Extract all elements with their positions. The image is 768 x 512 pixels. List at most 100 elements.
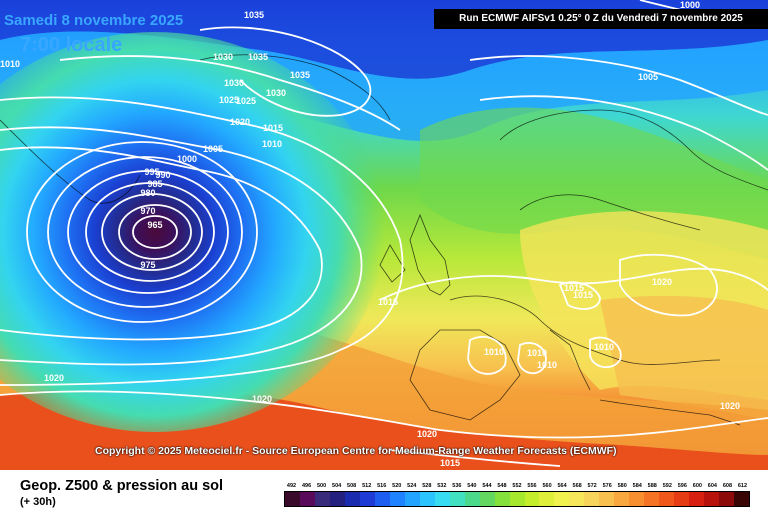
isobar-label: 1035: [244, 10, 264, 20]
scale-swatch: [674, 492, 690, 506]
isobar-label: 1015: [440, 458, 460, 468]
scale-label: 528: [422, 483, 432, 489]
isobar-label: 995: [144, 167, 159, 177]
scale-label: 608: [722, 483, 733, 489]
scale-label: 516: [377, 483, 387, 489]
isobar-label: 1010: [484, 347, 504, 357]
isobar-label: 1015: [378, 297, 398, 307]
scale-swatch: [539, 492, 555, 506]
scale-label: 548: [497, 483, 507, 489]
isobar-label: 1000: [177, 154, 197, 164]
scale-label: 572: [587, 483, 597, 489]
footer: Geop. Z500 & pression au sol (+ 30h) 492…: [0, 470, 768, 512]
scale-swatch: [494, 492, 510, 506]
isobar-label: 1015: [564, 283, 584, 293]
scale-label: 600: [692, 483, 702, 489]
isobar-label: 1015: [573, 290, 593, 300]
scale-swatch: [704, 492, 720, 506]
isobar-label: 1010: [527, 348, 547, 358]
color-scale-labels: 492 496 500 504 508 512 516 520 524 528 532 536 540 5…: [284, 482, 750, 491]
scale-label: 492: [286, 483, 297, 489]
low-pressure-system: [0, 32, 385, 432]
scale-swatch: [734, 492, 750, 506]
scale-label: 500: [316, 483, 327, 489]
isobar-label: 1020: [652, 277, 672, 287]
scale-label: 496: [301, 483, 312, 489]
scale-swatch: [434, 492, 450, 506]
scale-label: 612: [737, 483, 748, 489]
isobar-label: 985: [147, 179, 162, 189]
run-info: Run ECMWF AIFSv1 0.25° 0 Z du Vendredi 7…: [434, 9, 768, 29]
coastlines: [0, 54, 768, 426]
isobar-label: 1025: [219, 95, 239, 105]
scale-swatch: [644, 492, 660, 506]
scale-label: 592: [662, 483, 672, 489]
geopotential-field: [600, 295, 768, 420]
scale-swatch: [389, 492, 405, 506]
isobar-label: 1020: [252, 394, 272, 404]
isobar-label: 965: [147, 220, 162, 230]
scale-swatch: [509, 492, 525, 506]
scale-label: 568: [572, 483, 582, 489]
forecast-date: Samedi 8 novembre 2025: [4, 12, 184, 29]
map-title: Geop. Z500 & pression au sol: [20, 478, 224, 494]
scale-swatch: [464, 492, 480, 506]
scale-label: 588: [647, 483, 657, 489]
scale-label: 552: [512, 483, 522, 489]
scale-label: 556: [527, 483, 537, 489]
scale-swatch: [419, 492, 435, 506]
isobar-label: 1010: [537, 360, 557, 370]
scale-swatch: [719, 492, 735, 506]
scale-label: 532: [437, 483, 447, 489]
isobars: [0, 0, 768, 466]
scale-swatch: [629, 492, 645, 506]
scale-swatch: [659, 492, 675, 506]
isobar-label: 1010: [594, 342, 614, 352]
scale-swatch: [479, 492, 495, 506]
scale-swatch: [404, 492, 420, 506]
isobar-label: 1010: [0, 59, 20, 69]
isobar-label: 1020: [720, 401, 740, 411]
isobar-label: 975: [140, 260, 155, 270]
isobar-label: 1030: [213, 52, 233, 62]
scale-label: 596: [677, 483, 687, 489]
copyright-notice: Copyright © 2025 Meteociel.fr - Source E…: [95, 445, 617, 457]
scale-swatch: [689, 492, 705, 506]
isobar-label: 1020: [44, 373, 64, 383]
scale-swatch: [344, 492, 360, 506]
scale-swatch: [524, 492, 540, 506]
scale-label: 584: [632, 483, 642, 489]
scale-label: 564: [557, 483, 567, 489]
scale-label: 604: [707, 483, 717, 489]
local-time: 7:00 locale: [20, 34, 123, 56]
color-scale: 492 496 500 504 508 512 516 520 524 528 532 536 540 5…: [284, 482, 750, 507]
scale-label: 560: [542, 483, 552, 489]
scale-swatch: [374, 492, 390, 506]
isobar-label: 1030: [266, 88, 286, 98]
isobar-label: 1000: [680, 0, 700, 10]
scale-label: 576: [602, 483, 612, 489]
lead-time: (+ 30h): [20, 496, 56, 508]
scale-swatch: [329, 492, 345, 506]
scale-label: 524: [407, 483, 417, 489]
scale-label: 540: [467, 483, 477, 489]
scale-label: 544: [482, 483, 492, 489]
scale-label: 504: [332, 483, 342, 489]
scale-label: 520: [392, 483, 402, 489]
isobar-label: 1005: [203, 144, 223, 154]
isobar-label: 1010: [262, 139, 282, 149]
scale-swatch: [299, 492, 315, 506]
scale-swatch: [584, 492, 600, 506]
isobar-label: 990: [155, 170, 170, 180]
scale-swatch: [554, 492, 570, 506]
isobar-label: 1005: [638, 72, 658, 82]
scale-swatch: [569, 492, 585, 506]
scale-swatch: [314, 492, 330, 506]
isobar-label: 1030: [224, 78, 244, 88]
scale-swatch: [359, 492, 375, 506]
isobar-label: 1020: [417, 429, 437, 439]
scale-label: 580: [617, 483, 627, 489]
scale-label: 536: [452, 483, 462, 489]
isobar-label: 970: [140, 206, 155, 216]
